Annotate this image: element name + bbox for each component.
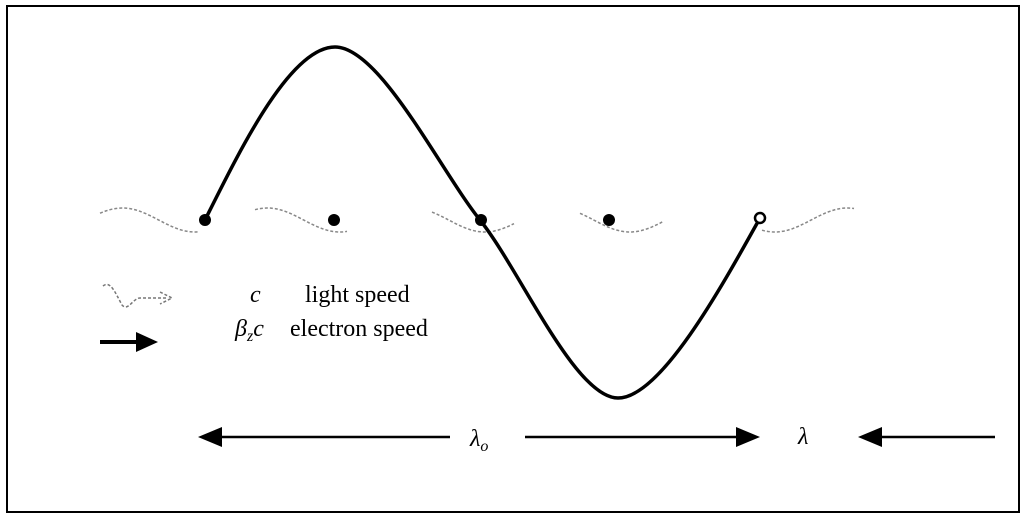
legend-symbol: c [250,282,261,308]
period-label: λo [469,426,488,455]
legend-label: electron speed [290,316,428,342]
symbol-sub: o [480,438,488,455]
frame [6,5,1020,513]
electrons [199,211,767,226]
electron [199,214,211,226]
light-wave [254,207,348,233]
light-waves [99,207,855,233]
legend-symbol: βzc [234,316,264,345]
electron [603,214,615,226]
light-icon [102,283,174,308]
arrow-head [736,427,760,447]
electron [753,211,767,225]
light-wave [579,212,665,233]
light-wave [431,211,515,233]
symbol-base: λ [469,426,480,452]
symbol-base: β [234,316,247,342]
symbol-sub: z [246,328,254,345]
arrow-head [198,427,222,447]
light-wave [761,207,855,233]
symbol-tail: c [253,316,264,342]
legend-label: light speed [305,282,410,308]
light-wave [99,207,199,233]
electron-icon-head [136,332,158,352]
arrow-head [858,427,882,447]
wavelength-label: λ [797,424,808,450]
electron [475,214,487,226]
electron [328,214,340,226]
